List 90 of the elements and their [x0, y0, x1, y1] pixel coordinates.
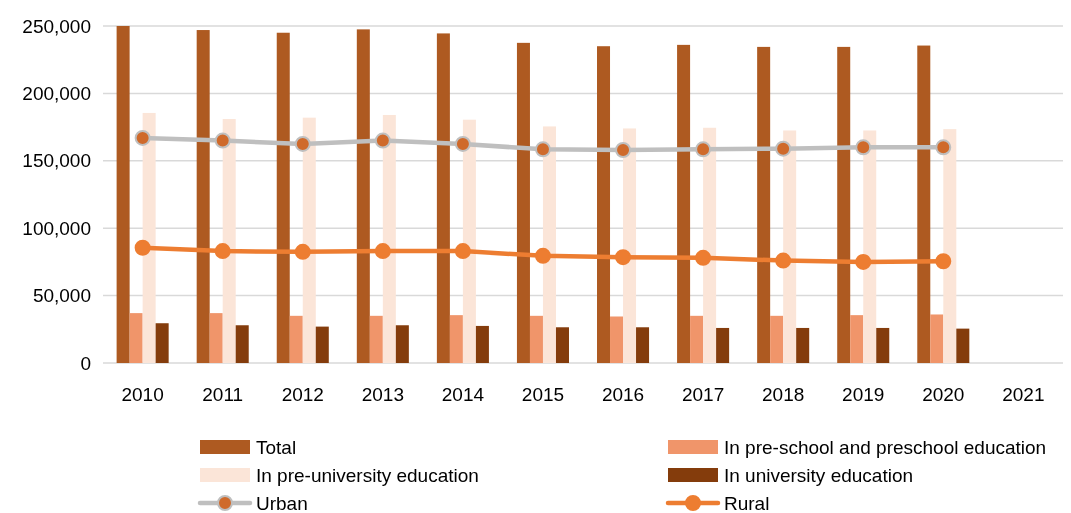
point	[374, 243, 391, 260]
point	[214, 243, 231, 260]
bar	[542, 126, 556, 363]
point	[454, 243, 471, 260]
y-tick-label: 0	[80, 352, 91, 374]
bar	[770, 315, 784, 363]
bar	[917, 45, 931, 363]
bar	[436, 33, 450, 363]
bar	[142, 112, 156, 363]
bar	[315, 326, 329, 363]
bar	[876, 327, 890, 363]
legend-label: In pre-university education	[256, 464, 479, 486]
bar	[863, 130, 877, 363]
point	[775, 140, 792, 157]
x-tick-label: 2015	[521, 384, 565, 405]
legend-label: Rural	[724, 492, 770, 513]
bar	[703, 127, 717, 363]
y-tick-label: 100,000	[22, 217, 91, 239]
x-tick-label: 2017	[681, 384, 725, 405]
point	[134, 239, 151, 256]
legend-label: In pre-school and preschool education	[724, 436, 1047, 458]
point	[534, 247, 551, 264]
bar	[555, 327, 569, 363]
bar	[623, 128, 637, 363]
point	[855, 139, 872, 156]
point	[134, 129, 151, 146]
bar	[289, 315, 303, 363]
legend-label: In university education	[724, 464, 914, 486]
y-tick-label: 50,000	[32, 285, 91, 307]
x-tick-label: 2010	[121, 384, 164, 405]
point	[935, 139, 952, 156]
bar	[757, 46, 771, 363]
bar	[956, 328, 970, 363]
y-tick-label: 150,000	[22, 150, 91, 172]
bar	[395, 325, 409, 363]
x-tick-label: 2012	[281, 384, 324, 405]
y-tick-label: 250,000	[22, 15, 91, 37]
bar	[382, 114, 396, 363]
bar	[690, 315, 704, 363]
point	[294, 135, 311, 152]
point	[615, 249, 632, 266]
bar	[116, 26, 130, 363]
bar	[155, 323, 169, 363]
bar	[356, 29, 370, 363]
bar	[850, 315, 864, 363]
bar	[209, 313, 223, 363]
point	[695, 249, 712, 266]
bar	[783, 130, 797, 363]
x-tick-label: 2018	[762, 384, 805, 405]
bar	[462, 119, 476, 363]
bar	[943, 129, 957, 363]
point	[214, 132, 231, 149]
bar	[222, 119, 236, 363]
bar	[235, 325, 249, 363]
x-tick-label: 2019	[842, 384, 885, 405]
y-tick-label: 200,000	[22, 83, 91, 105]
bar	[610, 316, 624, 363]
point	[374, 132, 391, 149]
bar	[196, 30, 210, 363]
bar	[796, 327, 810, 363]
x-tick-label: 2011	[202, 384, 244, 405]
x-tick-label: 2020	[922, 384, 965, 405]
x-tick-label: 2016	[601, 384, 645, 405]
point	[534, 141, 551, 158]
bar	[516, 42, 530, 363]
point	[855, 253, 872, 270]
legend-label: Urban	[256, 492, 308, 513]
legend-label: Total	[256, 436, 297, 458]
x-tick-label: 2013	[361, 384, 404, 405]
bar	[597, 46, 611, 363]
bar	[276, 32, 290, 363]
bar	[930, 314, 944, 363]
bar	[529, 315, 543, 363]
bar	[129, 313, 143, 363]
point	[454, 135, 471, 152]
bar	[716, 327, 730, 363]
point	[294, 243, 311, 260]
point	[775, 252, 792, 269]
x-tick-label: 2021	[1002, 384, 1045, 405]
point	[935, 253, 952, 270]
bar	[677, 44, 691, 363]
bar	[475, 325, 489, 363]
bar	[369, 315, 383, 363]
x-tick-label: 2014	[441, 384, 485, 405]
bar	[302, 117, 316, 363]
point	[615, 142, 632, 159]
bar	[636, 327, 650, 363]
point	[695, 141, 712, 158]
bar	[449, 315, 463, 363]
bar	[837, 46, 851, 363]
